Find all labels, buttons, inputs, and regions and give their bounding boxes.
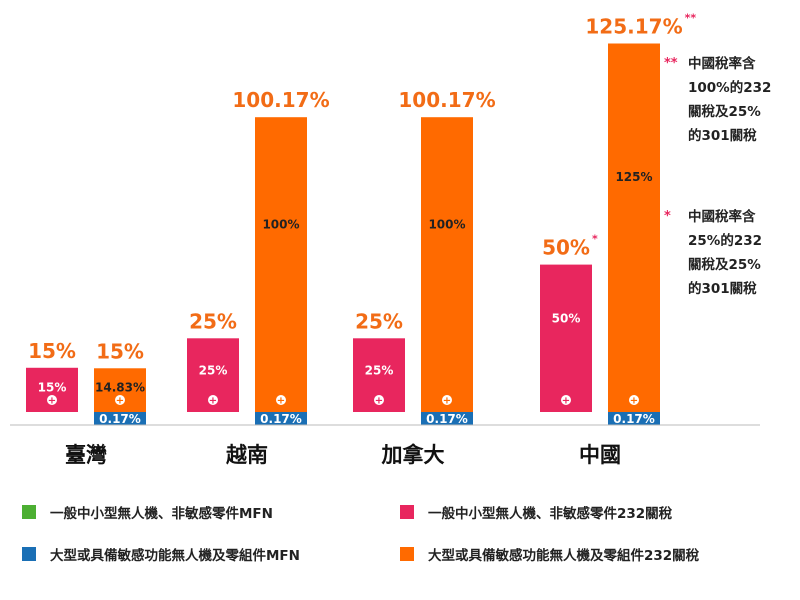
legend-label: 一般中小型無人機、非敏感零件232關稅 [428,506,673,522]
data-label-mfn: 0.17% [99,412,141,426]
data-label-mfn: 0% [203,412,223,426]
plus-icon [276,395,286,405]
data-label-mfn: 0% [42,412,62,426]
legend-label: 一般中小型無人機、非敏感零件MFN [50,506,273,522]
data-label-mfn: 0% [369,412,389,426]
legend-item: 大型或具備敏感功能無人機及零組件MFN [22,544,300,564]
legend-item: 一般中小型無人機、非敏感零件MFN [22,502,273,522]
plus-symbol: + [375,396,383,407]
plus-symbol: + [443,396,451,407]
category-label: 臺灣 [65,443,107,467]
note-double-asterisk: ** 中國稅率含 100%的232 關稅及25% 的301關稅 [664,52,800,148]
total-label: 15% [96,339,144,363]
category-label: 越南 [225,443,268,467]
data-label-tariff: 100% [262,217,299,231]
legend-swatch [400,505,414,519]
legend: 一般中小型無人機、非敏感零件MFN 一般中小型無人機、非敏感零件232關稅 大型… [22,502,792,582]
data-label-mfn: 0.17% [260,412,302,426]
data-label-tariff: 15% [38,380,67,394]
legend-label: 大型或具備敏感功能無人機及零組件232關稅 [428,548,700,564]
data-label-tariff: 14.83% [95,381,145,395]
data-label-tariff: 25% [365,363,394,377]
plus-icon [374,395,384,405]
note-line: 的301關稅 [688,128,757,144]
data-label-tariff: 25% [199,363,228,377]
bar-segment-tariff [540,264,592,412]
bars-layer: 0%15%+15%0.17%14.83%+15%臺灣0%25%+25%0.17%… [26,12,696,467]
data-label-tariff: 100% [428,217,465,231]
plus-icon [115,395,125,405]
total-mark: * [592,233,598,246]
plus-symbol: + [562,396,570,407]
data-label-mfn: 0.17% [426,412,468,426]
plus-icon [561,395,571,405]
note-mark: * [664,209,671,224]
bar-segment-tariff [255,117,307,412]
total-label: 25% [189,309,237,333]
bar-segment-mfn [421,412,473,425]
bar-segment-tariff [421,117,473,412]
note-line: 的301關稅 [688,281,757,297]
category-label: 中國 [579,443,621,467]
data-label-mfn: 0.17% [613,412,655,426]
legend-swatch [400,547,414,561]
total-label: 100.17% [398,88,495,112]
legend-swatch [22,505,36,519]
legend-swatch [22,547,36,561]
plus-icon [442,395,452,405]
data-label-tariff: 50% [552,312,581,326]
legend-label: 大型或具備敏感功能無人機及零組件MFN [50,548,300,564]
total-label: 125.17% [585,15,682,39]
plus-symbol: + [209,396,217,407]
total-mark: ** [685,12,697,25]
note-mark: ** [664,56,678,71]
total-label: 50% [542,236,590,260]
note-line: 中國稅率含 [688,56,756,72]
note-line: 關稅及25% [688,257,761,273]
note-line: 關稅及25% [688,104,761,120]
total-label: 25% [355,309,403,333]
note-single-asterisk: * 中國稅率含 25%的232 關稅及25% 的301關稅 [664,205,800,301]
plus-symbol: + [630,396,638,407]
legend-item: 大型或具備敏感功能無人機及零組件232關稅 [400,544,699,564]
plus-symbol: + [116,396,124,407]
note-line: 100%的232 [688,80,772,96]
plus-symbol: + [277,396,285,407]
bar-segment-tariff [608,43,660,412]
plus-icon [629,395,639,405]
note-line: 中國稅率含 [688,209,756,225]
category-label: 加拿大 [381,443,445,467]
note-line: 25%的232 [688,233,762,249]
plus-icon [208,395,218,405]
total-label: 15% [28,339,76,363]
bar-segment-mfn [255,412,307,425]
legend-item: 一般中小型無人機、非敏感零件232關稅 [400,502,672,522]
plus-symbol: + [48,396,56,407]
bar-segment-mfn [94,412,146,425]
total-label: 100.17% [232,88,329,112]
data-label-mfn: 0% [556,412,576,426]
data-label-tariff: 125% [615,170,652,184]
bar-segment-mfn [608,412,660,425]
plus-icon [47,395,57,405]
